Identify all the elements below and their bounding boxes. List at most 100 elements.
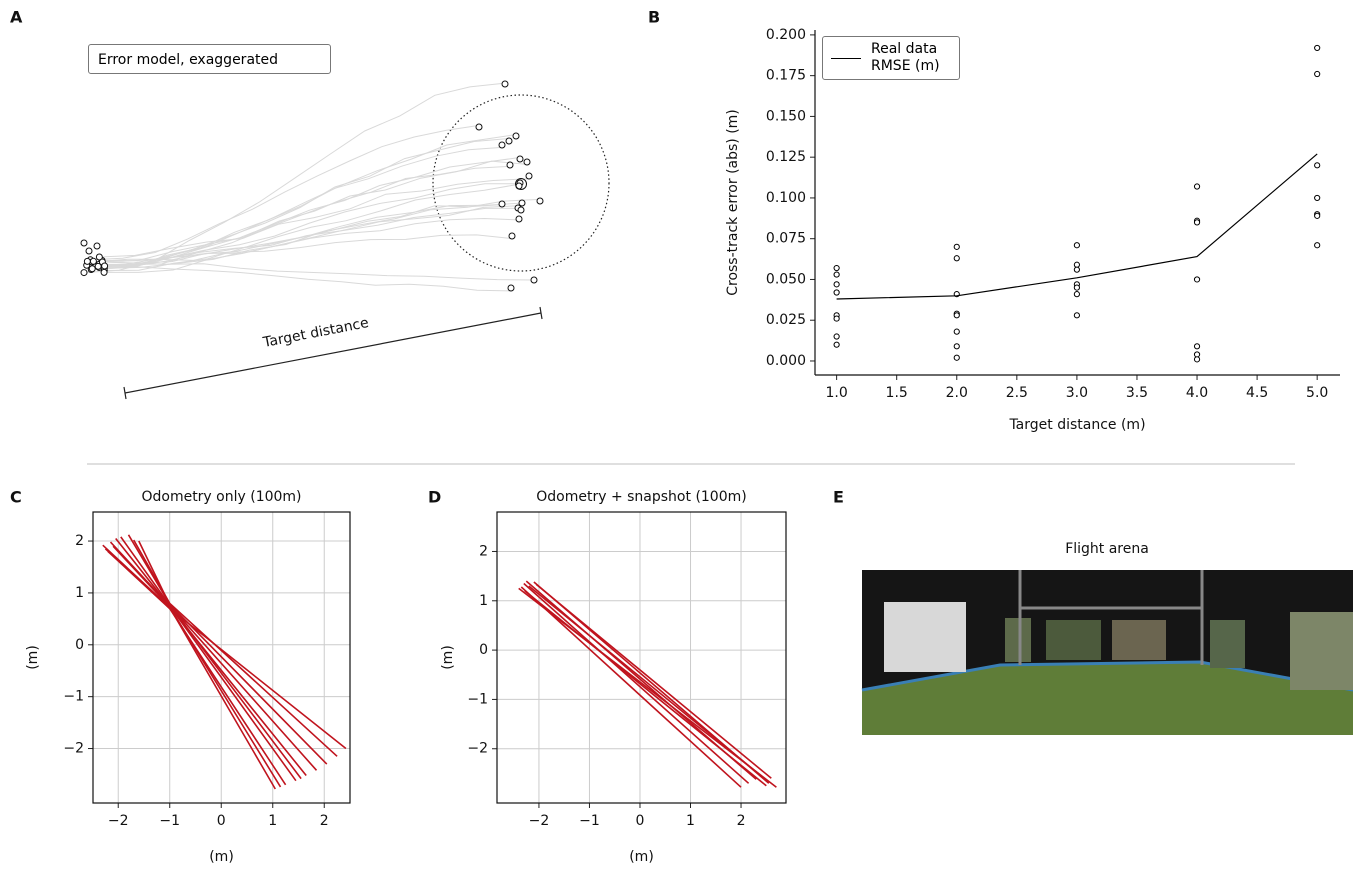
y-tick-label: 0.100	[766, 190, 806, 206]
data-point	[953, 255, 960, 262]
x-tick-label: 2.5	[1006, 385, 1028, 401]
x-tick-label: 0	[636, 813, 645, 829]
trajectory	[104, 265, 512, 292]
data-point	[1193, 343, 1201, 350]
end-point	[498, 200, 506, 208]
arena-photo	[861, 570, 1353, 735]
forest-screen	[1005, 618, 1031, 662]
start-point	[80, 269, 88, 277]
data-point	[833, 289, 840, 296]
trajectory	[99, 178, 530, 258]
y-tick-label: −1	[467, 691, 488, 707]
y-tick-label: 1	[75, 585, 84, 601]
forest-screen	[1046, 620, 1101, 660]
scale-line	[124, 312, 542, 394]
y-tick-label: −2	[63, 741, 84, 757]
x-tick-label: 1	[268, 813, 277, 829]
start-point	[83, 257, 91, 265]
x-tick-label: 2	[737, 813, 746, 829]
end-point	[515, 178, 527, 190]
end-point	[501, 80, 509, 88]
line	[104, 548, 287, 786]
y-tick-label: 2	[479, 543, 488, 559]
y-tick-label: 0.025	[766, 312, 806, 328]
y-tick-label: 0.200	[766, 27, 806, 43]
error-model	[80, 80, 544, 292]
data-point	[1314, 242, 1321, 249]
line	[524, 590, 767, 787]
start-point	[100, 268, 108, 276]
panel-label: C	[10, 488, 22, 507]
trajectory	[83, 82, 506, 274]
y-tick-label: 0	[479, 642, 488, 658]
data-point	[833, 264, 840, 272]
data-point	[833, 271, 840, 278]
x-axis-label: (m)	[629, 849, 654, 865]
x-tick-label: −1	[159, 813, 180, 829]
start-point	[93, 242, 101, 250]
x-tick-label: 2	[320, 813, 329, 829]
data-point	[1314, 194, 1321, 202]
data-point	[1193, 356, 1201, 363]
start-point	[101, 262, 109, 270]
end-point	[507, 284, 515, 292]
data-point	[833, 315, 840, 322]
error-circle	[432, 94, 610, 272]
x-axis-label: (m)	[209, 849, 234, 865]
x-tick-label: −2	[108, 813, 129, 829]
line	[518, 587, 777, 788]
panel-label: E	[833, 488, 844, 507]
data-point	[1314, 212, 1321, 219]
trajectory	[93, 260, 535, 281]
data-point	[1073, 242, 1080, 249]
start-point	[95, 253, 103, 261]
end-point	[498, 141, 506, 149]
y-tick-label: 0	[75, 637, 84, 653]
data-point	[833, 341, 840, 348]
trajectory	[100, 146, 503, 267]
line	[115, 538, 307, 777]
y-tick-label: 2	[75, 533, 84, 549]
data-point	[833, 281, 840, 288]
y-axis-label: Cross-track error (abs) (m)	[725, 109, 741, 296]
x-tick-label: 1.5	[886, 385, 908, 401]
line	[127, 534, 328, 765]
y-tick-label: 0.000	[766, 353, 806, 369]
end-point	[530, 276, 538, 284]
start-point	[85, 247, 93, 255]
line	[535, 583, 772, 779]
x-tick-label: −1	[579, 813, 600, 829]
y-axis-label: (m)	[440, 645, 456, 670]
x-tick-label: 3.0	[1066, 385, 1088, 401]
end-point	[536, 197, 544, 205]
floor	[862, 662, 1353, 735]
floor-edge	[861, 660, 1353, 692]
panel-label: B	[648, 8, 660, 27]
legend: Real data RMSE (m)	[822, 36, 960, 80]
data-point	[1073, 266, 1080, 273]
checker-board	[884, 602, 966, 672]
end-point	[525, 172, 533, 180]
x-tick-label: 4.0	[1186, 385, 1208, 401]
end-point	[515, 215, 523, 223]
data-point	[1193, 276, 1201, 283]
axes-frame	[496, 511, 787, 804]
x-tick-label: 2.0	[946, 385, 968, 401]
y-axis-label: (m)	[25, 645, 41, 670]
start-point	[80, 239, 88, 247]
end-point	[516, 155, 524, 163]
panel-label: D	[428, 488, 441, 507]
data-point	[953, 312, 960, 319]
y-tick-label: 0.050	[766, 271, 806, 287]
data-point	[953, 243, 960, 250]
start-point	[88, 265, 96, 273]
end-point	[505, 137, 513, 145]
trajectory	[91, 138, 510, 271]
scale-label: Target distance	[261, 315, 370, 351]
trajectory	[102, 217, 520, 264]
trajectory	[99, 183, 520, 265]
y-tick-label: −2	[467, 741, 488, 757]
y-tick-label: 0.125	[766, 149, 806, 165]
line	[107, 550, 347, 750]
